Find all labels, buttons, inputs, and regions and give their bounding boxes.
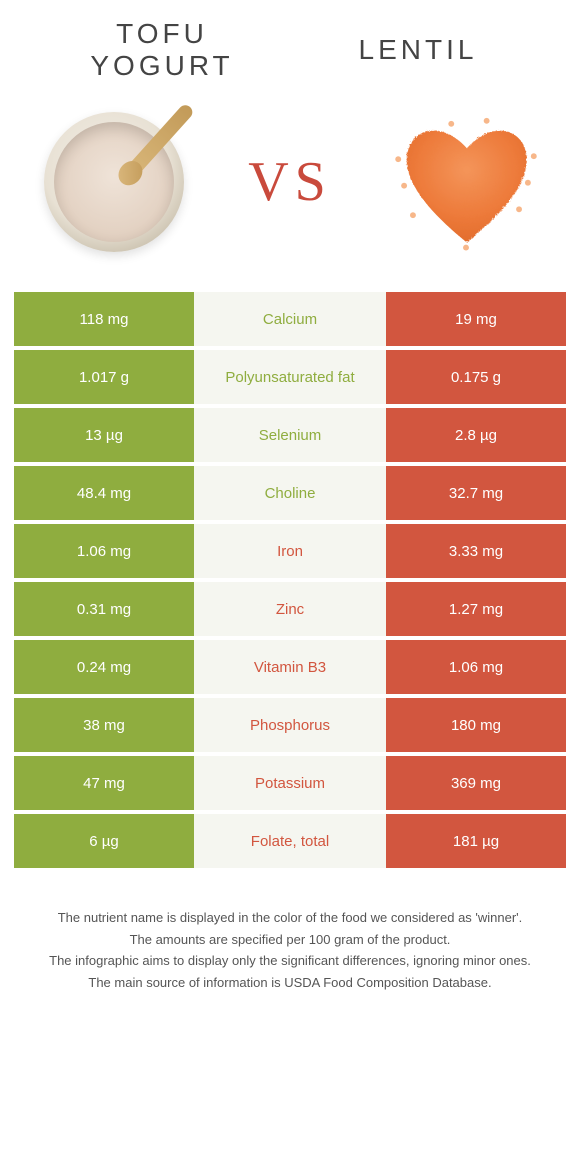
right-value-cell: 0.175 g <box>386 350 566 404</box>
left-value-cell: 0.31 mg <box>14 582 194 636</box>
right-food-image <box>386 102 546 262</box>
right-value-cell: 1.06 mg <box>386 640 566 694</box>
left-value-cell: 38 mg <box>14 698 194 752</box>
left-value-cell: 47 mg <box>14 756 194 810</box>
left-food-image <box>34 102 194 262</box>
nutrient-name-cell: Vitamin B3 <box>194 640 386 694</box>
left-value-cell: 118 mg <box>14 292 194 346</box>
table-row: 1.017 gPolyunsaturated fat0.175 g <box>14 350 566 404</box>
right-value-cell: 19 mg <box>386 292 566 346</box>
right-value-cell: 1.27 mg <box>386 582 566 636</box>
nutrient-name-cell: Phosphorus <box>194 698 386 752</box>
hero-row: VS <box>14 92 566 292</box>
left-value-cell: 1.06 mg <box>14 524 194 578</box>
footnote-line: The main source of information is USDA F… <box>24 973 556 993</box>
right-title-col: LENTIL <box>290 34 546 66</box>
nutrient-name-cell: Calcium <box>194 292 386 346</box>
lentil-heart-icon <box>391 112 541 252</box>
nutrient-name-cell: Zinc <box>194 582 386 636</box>
left-value-cell: 1.017 g <box>14 350 194 404</box>
nutrient-name-cell: Potassium <box>194 756 386 810</box>
table-row: 47 mgPotassium369 mg <box>14 756 566 810</box>
table-row: 13 µgSelenium2.8 µg <box>14 408 566 462</box>
right-value-cell: 180 mg <box>386 698 566 752</box>
nutrient-table: 118 mgCalcium19 mg1.017 gPolyunsaturated… <box>14 292 566 868</box>
right-food-title: LENTIL <box>290 34 546 66</box>
footnotes: The nutrient name is displayed in the co… <box>14 908 566 992</box>
table-row: 0.31 mgZinc1.27 mg <box>14 582 566 636</box>
left-value-cell: 0.24 mg <box>14 640 194 694</box>
table-row: 1.06 mgIron3.33 mg <box>14 524 566 578</box>
table-row: 118 mgCalcium19 mg <box>14 292 566 346</box>
left-value-cell: 48.4 mg <box>14 466 194 520</box>
right-value-cell: 181 µg <box>386 814 566 868</box>
table-row: 0.24 mgVitamin B31.06 mg <box>14 640 566 694</box>
left-title-col: TOFU YOGURT <box>34 18 290 82</box>
footnote-line: The amounts are specified per 100 gram o… <box>24 930 556 950</box>
table-row: 6 µgFolate, total181 µg <box>14 814 566 868</box>
right-value-cell: 32.7 mg <box>386 466 566 520</box>
nutrient-name-cell: Polyunsaturated fat <box>194 350 386 404</box>
yogurt-bowl-icon <box>44 112 184 252</box>
right-value-cell: 2.8 µg <box>386 408 566 462</box>
header-row: TOFU YOGURT LENTIL <box>14 18 566 92</box>
left-value-cell: 13 µg <box>14 408 194 462</box>
right-value-cell: 369 mg <box>386 756 566 810</box>
footnote-line: The nutrient name is displayed in the co… <box>24 908 556 928</box>
nutrient-name-cell: Folate, total <box>194 814 386 868</box>
table-row: 38 mgPhosphorus180 mg <box>14 698 566 752</box>
left-value-cell: 6 µg <box>14 814 194 868</box>
right-value-cell: 3.33 mg <box>386 524 566 578</box>
footnote-line: The infographic aims to display only the… <box>24 951 556 971</box>
nutrient-name-cell: Selenium <box>194 408 386 462</box>
nutrient-name-cell: Iron <box>194 524 386 578</box>
left-food-title: TOFU YOGURT <box>34 18 290 82</box>
infographic-container: TOFU YOGURT LENTIL VS <box>0 0 580 1024</box>
vs-label: VS <box>248 150 332 214</box>
table-row: 48.4 mgCholine32.7 mg <box>14 466 566 520</box>
nutrient-name-cell: Choline <box>194 466 386 520</box>
